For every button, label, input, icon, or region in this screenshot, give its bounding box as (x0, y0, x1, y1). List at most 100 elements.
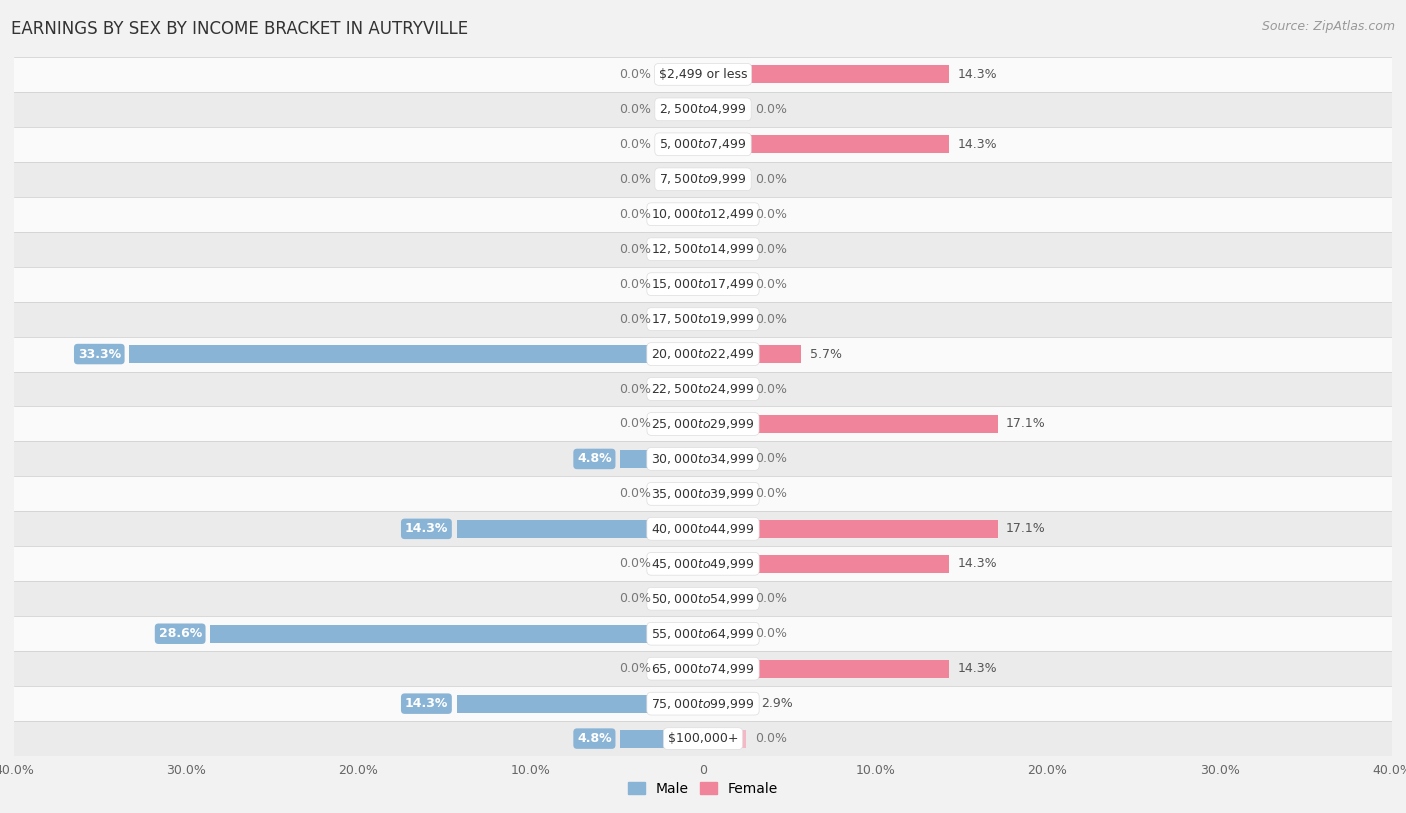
Text: 0.0%: 0.0% (755, 278, 787, 290)
Bar (14, 441, 1392, 476)
Bar (659, 65, 703, 84)
Bar (14, 616, 1392, 651)
Text: $25,000 to $29,999: $25,000 to $29,999 (651, 417, 755, 431)
Bar (659, 554, 703, 573)
Bar (703, 694, 754, 713)
Text: $10,000 to $12,499: $10,000 to $12,499 (651, 207, 755, 221)
Text: 0.0%: 0.0% (619, 313, 651, 325)
Text: 0.0%: 0.0% (619, 418, 651, 430)
Bar (14, 651, 1392, 686)
Bar (14, 267, 1392, 302)
Text: 0.0%: 0.0% (619, 593, 651, 605)
Text: 0.0%: 0.0% (619, 383, 651, 395)
Text: Source: ZipAtlas.com: Source: ZipAtlas.com (1261, 20, 1395, 33)
Bar (14, 232, 1392, 267)
Text: $5,000 to $7,499: $5,000 to $7,499 (659, 137, 747, 151)
Bar (457, 520, 703, 538)
Text: 0.0%: 0.0% (755, 628, 787, 640)
Bar (14, 337, 1392, 372)
Bar (703, 135, 949, 154)
Text: $45,000 to $49,999: $45,000 to $49,999 (651, 557, 755, 571)
Text: $75,000 to $99,999: $75,000 to $99,999 (651, 697, 755, 711)
Text: 0.0%: 0.0% (755, 453, 787, 465)
Text: 33.3%: 33.3% (77, 348, 121, 360)
Text: $20,000 to $22,499: $20,000 to $22,499 (651, 347, 755, 361)
Bar (14, 162, 1392, 197)
Text: 0.0%: 0.0% (619, 278, 651, 290)
Text: $7,500 to $9,999: $7,500 to $9,999 (659, 172, 747, 186)
Text: 0.0%: 0.0% (755, 313, 787, 325)
Text: $22,500 to $24,999: $22,500 to $24,999 (651, 382, 755, 396)
Text: $17,500 to $19,999: $17,500 to $19,999 (651, 312, 755, 326)
Bar (703, 554, 949, 573)
Bar (703, 729, 747, 748)
Bar (457, 694, 703, 713)
Text: 14.3%: 14.3% (957, 663, 997, 675)
Text: $50,000 to $54,999: $50,000 to $54,999 (651, 592, 755, 606)
Text: $40,000 to $44,999: $40,000 to $44,999 (651, 522, 755, 536)
Text: 0.0%: 0.0% (619, 208, 651, 220)
Text: EARNINGS BY SEX BY INCOME BRACKET IN AUTRYVILLE: EARNINGS BY SEX BY INCOME BRACKET IN AUT… (11, 20, 468, 38)
Bar (659, 485, 703, 503)
Bar (620, 450, 703, 468)
Bar (14, 372, 1392, 406)
Bar (703, 100, 747, 119)
Bar (129, 345, 703, 363)
Text: 28.6%: 28.6% (159, 628, 202, 640)
Bar (703, 520, 997, 538)
Bar (14, 127, 1392, 162)
Legend: Male, Female: Male, Female (623, 776, 783, 802)
Text: 0.0%: 0.0% (619, 488, 651, 500)
Text: 0.0%: 0.0% (619, 558, 651, 570)
Bar (659, 275, 703, 293)
Bar (14, 302, 1392, 337)
Text: 0.0%: 0.0% (755, 733, 787, 745)
Bar (703, 589, 747, 608)
Text: 0.0%: 0.0% (755, 593, 787, 605)
Text: 0.0%: 0.0% (619, 68, 651, 80)
Text: 14.3%: 14.3% (957, 138, 997, 150)
Text: $12,500 to $14,999: $12,500 to $14,999 (651, 242, 755, 256)
Bar (703, 415, 997, 433)
Text: 4.8%: 4.8% (576, 453, 612, 465)
Text: 0.0%: 0.0% (755, 243, 787, 255)
Bar (14, 92, 1392, 127)
Bar (659, 100, 703, 119)
Bar (703, 275, 747, 293)
Text: 0.0%: 0.0% (619, 663, 651, 675)
Bar (703, 65, 949, 84)
Bar (703, 450, 747, 468)
Text: $2,500 to $4,999: $2,500 to $4,999 (659, 102, 747, 116)
Text: $2,499 or less: $2,499 or less (659, 68, 747, 80)
Bar (659, 135, 703, 154)
Bar (659, 205, 703, 224)
Text: 14.3%: 14.3% (957, 68, 997, 80)
Text: 0.0%: 0.0% (755, 383, 787, 395)
Bar (703, 310, 747, 328)
Bar (659, 415, 703, 433)
Bar (703, 659, 949, 678)
Bar (659, 170, 703, 189)
Text: 0.0%: 0.0% (619, 138, 651, 150)
Text: 0.0%: 0.0% (619, 103, 651, 115)
Bar (14, 686, 1392, 721)
Bar (14, 721, 1392, 756)
Text: 14.3%: 14.3% (405, 698, 449, 710)
Text: 2.9%: 2.9% (762, 698, 793, 710)
Text: $55,000 to $64,999: $55,000 to $64,999 (651, 627, 755, 641)
Bar (659, 310, 703, 328)
Bar (14, 581, 1392, 616)
Bar (703, 205, 747, 224)
Bar (14, 57, 1392, 92)
Bar (703, 345, 801, 363)
Text: 0.0%: 0.0% (755, 488, 787, 500)
Text: $15,000 to $17,499: $15,000 to $17,499 (651, 277, 755, 291)
Text: $35,000 to $39,999: $35,000 to $39,999 (651, 487, 755, 501)
Bar (703, 485, 747, 503)
Text: 14.3%: 14.3% (405, 523, 449, 535)
Text: $100,000+: $100,000+ (668, 733, 738, 745)
Bar (659, 240, 703, 259)
Text: 0.0%: 0.0% (619, 173, 651, 185)
Text: 0.0%: 0.0% (619, 243, 651, 255)
Bar (703, 170, 747, 189)
